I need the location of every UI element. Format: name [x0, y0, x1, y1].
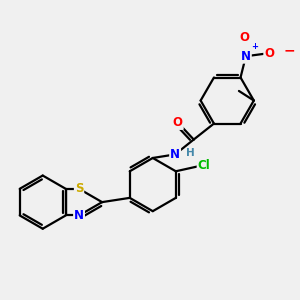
Text: N: N	[241, 50, 251, 63]
Text: O: O	[264, 47, 274, 60]
Text: +: +	[251, 42, 258, 51]
Text: O: O	[173, 116, 183, 129]
Text: N: N	[74, 209, 84, 222]
Text: N: N	[170, 148, 180, 161]
Text: H: H	[186, 148, 194, 158]
Text: O: O	[240, 31, 250, 44]
Text: −: −	[283, 44, 295, 57]
Text: Cl: Cl	[198, 160, 210, 172]
Text: S: S	[75, 182, 83, 195]
